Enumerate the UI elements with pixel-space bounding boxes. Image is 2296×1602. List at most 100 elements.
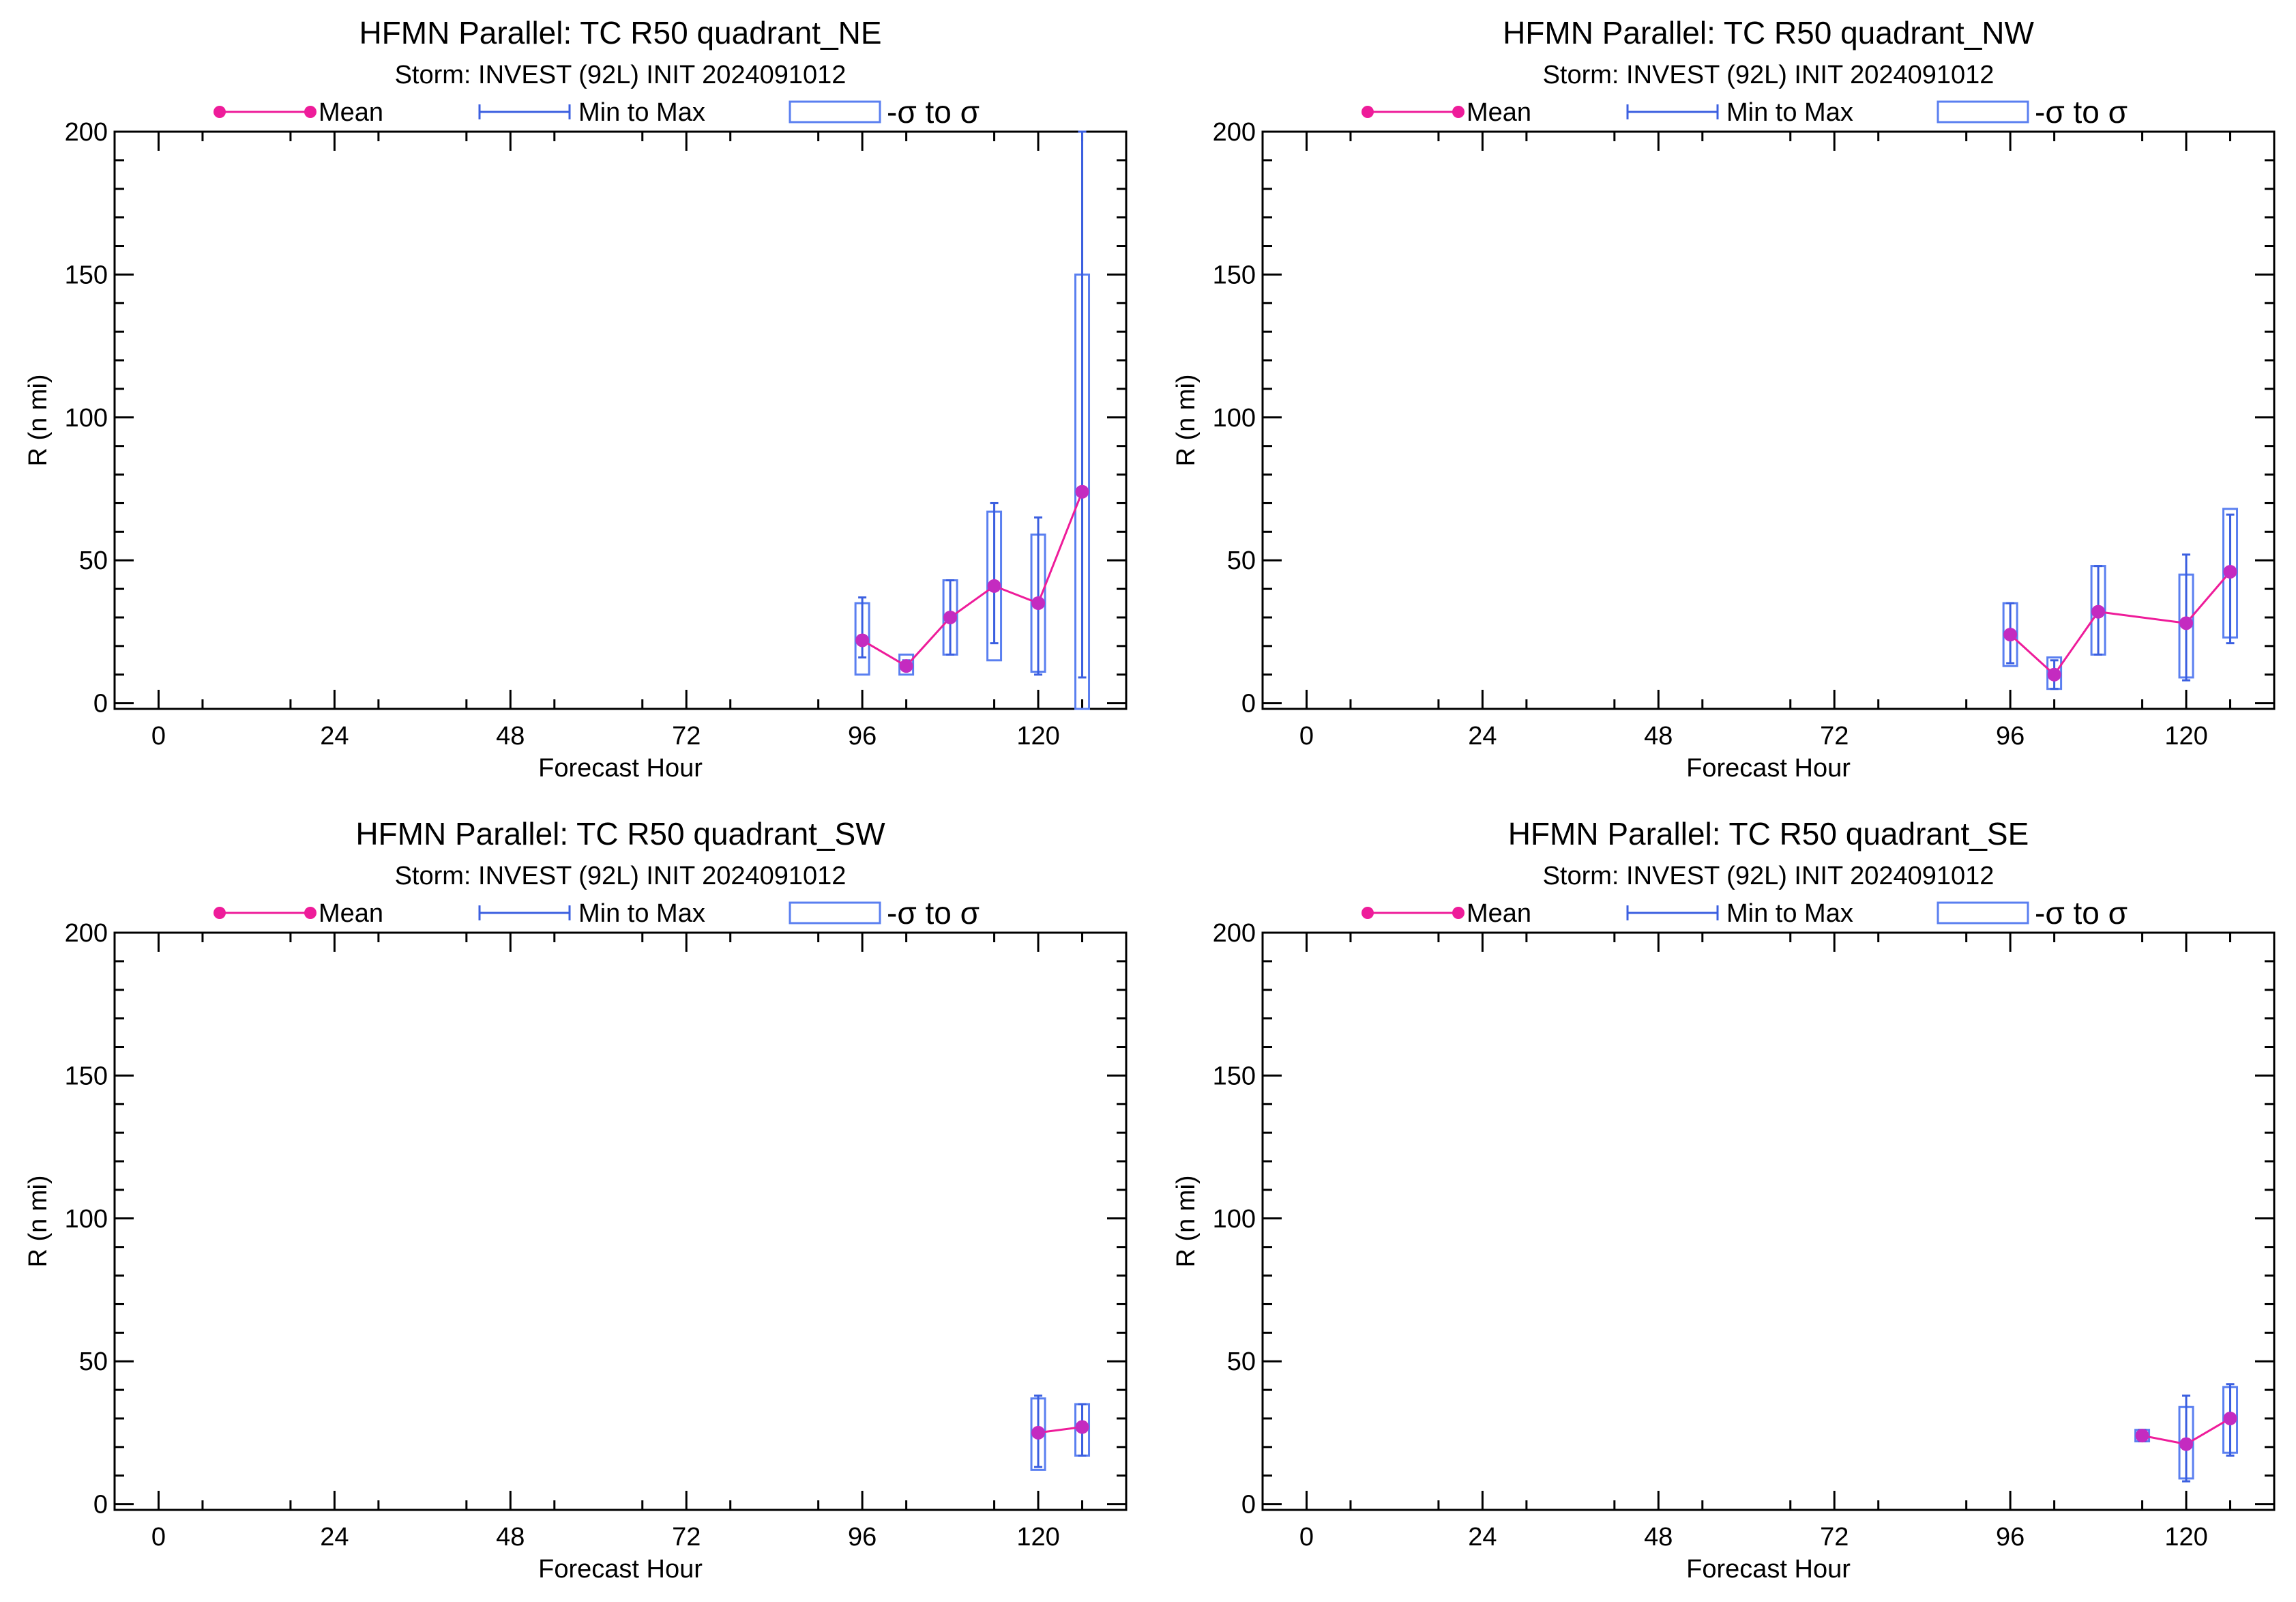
y-axis-label: R (n mi) (24, 374, 53, 466)
legend-sigma-label: -σ to σ (2035, 895, 2128, 931)
y-tick-label: 100 (65, 404, 108, 433)
x-tick-label: 24 (1468, 722, 1497, 751)
chart-subtitle: Storm: INVEST (92L) INIT 2024091012 (1543, 61, 1995, 89)
x-tick-label: 96 (848, 722, 877, 751)
x-tick-label: 120 (2164, 1523, 2207, 1552)
mean-marker (2135, 1429, 2149, 1443)
legend-mean-marker (1452, 106, 1465, 118)
legend-sigma-label: -σ to σ (887, 94, 980, 130)
chart-title: HFMN Parallel: TC R50 quadrant_NE (359, 15, 881, 50)
mean-marker (899, 659, 913, 673)
y-tick-label: 100 (1213, 404, 1256, 433)
x-tick-label: 24 (1468, 1523, 1497, 1552)
plot-frame (1261, 931, 2276, 1511)
legend-sigma-label: -σ to σ (2035, 94, 2128, 130)
chart-title: HFMN Parallel: TC R50 quadrant_SW (355, 816, 885, 851)
y-tick-label: 200 (1213, 118, 1256, 147)
y-tick-label: 150 (1213, 1062, 1256, 1090)
x-axis: 0 24 48 72 96 120 (151, 933, 1084, 1552)
legend-range-label: Min to Max (1726, 98, 1853, 127)
mean-marker (1031, 1425, 1046, 1440)
y-tick-label: 0 (1241, 690, 1256, 718)
chart-subtitle: Storm: INVEST (92L) INIT 2024091012 (395, 862, 847, 890)
mean-marker (1075, 484, 1089, 499)
legend-sigma-box (789, 100, 881, 123)
data-marks (2002, 508, 2239, 690)
chart-panel-2: HFMN Parallel: TC R50 quadrant_NW Storm: … (1172, 15, 2276, 783)
x-tick-label: 0 (1299, 722, 1314, 751)
x-axis-label: Forecast Hour (1686, 754, 1851, 783)
legend-mean-marker (304, 106, 317, 118)
x-axis: 0 24 48 72 96 120 (1299, 933, 2232, 1552)
data-marks (2134, 1383, 2239, 1483)
x-axis-label: Forecast Hour (1686, 1555, 1851, 1584)
y-tick-label: 0 (1241, 1491, 1256, 1519)
chart-title: HFMN Parallel: TC R50 quadrant_NW (1503, 15, 2034, 50)
mean-marker (1031, 596, 1046, 611)
legend-sigma-label: -σ to σ (887, 895, 980, 931)
legend-mean-marker (214, 907, 226, 919)
x-tick-label: 24 (320, 722, 349, 751)
mean-marker (2223, 1411, 2237, 1425)
x-axis: 0 24 48 72 96 120 (151, 132, 1084, 751)
legend: Mean Min to Max -σ to σ (214, 895, 980, 931)
legend-range-label: Min to Max (1726, 899, 1853, 928)
legend-mean-label: Mean (1467, 899, 1531, 928)
legend: Mean Min to Max -σ to σ (1362, 895, 2128, 931)
y-tick-label: 50 (79, 1348, 108, 1376)
x-tick-label: 72 (672, 722, 701, 751)
legend-mean-marker (304, 907, 317, 919)
y-axis-label: R (n mi) (1172, 1175, 1201, 1267)
plot-frame (113, 130, 1128, 710)
chart-subtitle: Storm: INVEST (92L) INIT 2024091012 (1543, 862, 1995, 890)
y-axis-label: R (n mi) (1172, 374, 1201, 466)
data-marks (854, 130, 1091, 710)
y-axis: 0 50 100 150 200 (65, 919, 1126, 1519)
plot-frame (113, 931, 1128, 1511)
chart-panel-1: HFMN Parallel: TC R50 quadrant_NE Storm: … (24, 15, 1128, 783)
chart-panel-4: HFMN Parallel: TC R50 quadrant_SE Storm: … (1172, 816, 2276, 1584)
x-tick-label: 120 (1016, 722, 1059, 751)
y-tick-label: 150 (65, 1062, 108, 1090)
mean-marker (2091, 605, 2106, 619)
x-tick-label: 0 (1299, 1523, 1314, 1552)
y-tick-label: 200 (65, 118, 108, 147)
chart-panel-3: HFMN Parallel: TC R50 quadrant_SW Storm: … (24, 816, 1128, 1584)
legend-range-label: Min to Max (578, 899, 705, 928)
x-tick-label: 0 (151, 722, 166, 751)
y-tick-label: 50 (79, 547, 108, 575)
data-marks (1030, 1394, 1091, 1471)
mean-marker (987, 579, 1001, 593)
mean-marker (2047, 667, 2061, 682)
legend-sigma-box (789, 901, 881, 924)
x-tick-label: 48 (496, 1523, 525, 1552)
y-axis: 0 50 100 150 200 (1213, 118, 2274, 718)
x-tick-label: 48 (1644, 1523, 1673, 1552)
y-tick-label: 50 (1227, 1348, 1256, 1376)
x-tick-label: 0 (151, 1523, 166, 1552)
legend-mean-label: Mean (1467, 98, 1531, 127)
x-axis-label: Forecast Hour (538, 754, 703, 783)
y-axis: 0 50 100 150 200 (1213, 919, 2274, 1519)
y-axis-label: R (n mi) (24, 1175, 53, 1267)
mean-marker (855, 633, 870, 647)
y-tick-label: 100 (65, 1205, 108, 1234)
mean-line (2010, 570, 2231, 676)
legend: Mean Min to Max -σ to σ (214, 94, 980, 130)
y-tick-label: 150 (65, 261, 108, 289)
mean-line (862, 491, 1083, 668)
y-tick-label: 200 (1213, 919, 1256, 948)
x-tick-label: 120 (1016, 1523, 1059, 1552)
y-tick-label: 50 (1227, 547, 1256, 575)
y-tick-label: 0 (93, 690, 108, 718)
sigma-box (898, 653, 915, 676)
legend-mean-marker (1362, 106, 1374, 118)
legend-sigma-box (1937, 100, 2029, 123)
mean-line (1037, 1426, 1083, 1434)
mean-marker (1075, 1420, 1089, 1434)
legend-sigma-box (1937, 901, 2029, 924)
legend: Mean Min to Max -σ to σ (1362, 94, 2128, 130)
x-axis: 0 24 48 72 96 120 (1299, 132, 2232, 751)
x-tick-label: 96 (1996, 1523, 2025, 1552)
